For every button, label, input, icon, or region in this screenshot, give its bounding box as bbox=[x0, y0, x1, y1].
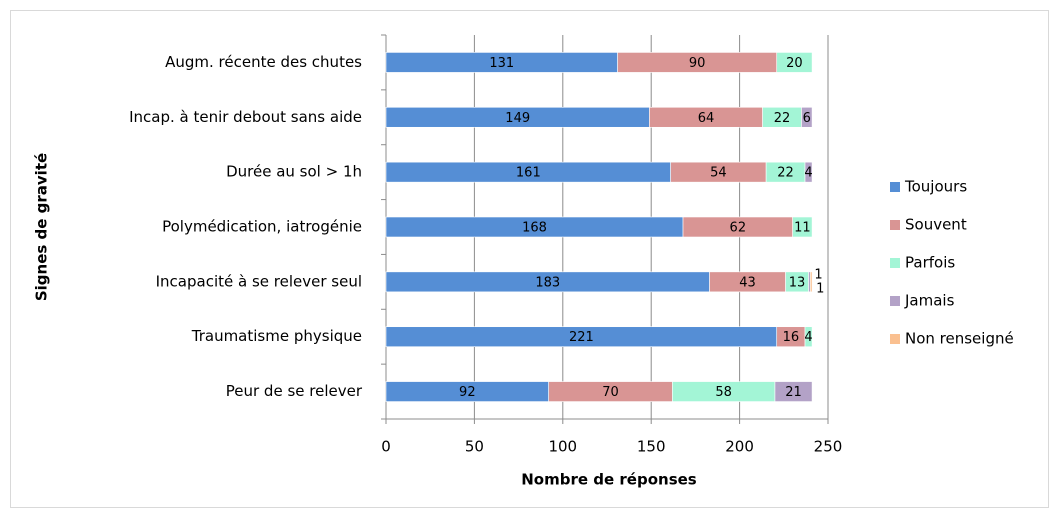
bar-segment bbox=[801, 106, 813, 128]
data-label: 16 bbox=[783, 330, 800, 345]
x-tick-label: 50 bbox=[465, 438, 484, 456]
data-label: 131 bbox=[489, 56, 514, 71]
y-tick-label: Peur de se relever bbox=[226, 382, 363, 400]
legend-swatch bbox=[890, 182, 900, 192]
bar-segment bbox=[804, 326, 813, 348]
legend-swatch bbox=[890, 220, 900, 230]
legend-swatch bbox=[890, 296, 900, 306]
data-label: 168 bbox=[522, 221, 547, 236]
x-tick-label: 250 bbox=[814, 438, 843, 456]
y-tick-label: Polymédication, iatrogénie bbox=[162, 218, 362, 236]
x-tick-label: 100 bbox=[548, 438, 577, 456]
legend-label: Parfois bbox=[905, 254, 955, 272]
bar-segment bbox=[804, 161, 813, 183]
data-label: 221 bbox=[569, 330, 594, 345]
bar-segment bbox=[774, 381, 813, 402]
x-tick-label: 0 bbox=[381, 438, 391, 456]
data-label: 20 bbox=[786, 56, 803, 71]
data-label: 22 bbox=[774, 111, 791, 126]
legend-label: Toujours bbox=[904, 178, 967, 196]
y-tick-label: Incapacité à se relever seul bbox=[156, 272, 362, 290]
y-tick-label: Incap. à tenir debout sans aide bbox=[129, 108, 362, 126]
legend-label: Souvent bbox=[905, 216, 967, 234]
bar-segment bbox=[776, 52, 813, 73]
data-label: 161 bbox=[516, 166, 541, 181]
data-label: 58 bbox=[715, 385, 732, 400]
bar-segment bbox=[792, 216, 813, 238]
data-label: 4 bbox=[804, 330, 812, 345]
x-axis-title: Nombre de réponses bbox=[521, 471, 697, 489]
data-label: 1 bbox=[814, 267, 822, 282]
data-label: 64 bbox=[698, 111, 715, 126]
x-tick-label: 150 bbox=[637, 438, 666, 456]
y-tick-label: Augm. récente des chutes bbox=[165, 53, 362, 71]
data-label: 4 bbox=[804, 166, 812, 181]
y-tick-label: Durée au sol > 1h bbox=[226, 163, 362, 181]
data-label: 54 bbox=[710, 166, 727, 181]
data-label: 11 bbox=[794, 221, 811, 236]
legend-swatch bbox=[890, 258, 900, 268]
data-label: 70 bbox=[602, 385, 619, 400]
data-label: 13 bbox=[789, 275, 806, 290]
data-label: 62 bbox=[730, 221, 747, 236]
data-label: 90 bbox=[689, 56, 706, 71]
data-label: 43 bbox=[739, 275, 756, 290]
legend-label: Non renseigné bbox=[905, 330, 1014, 348]
data-label: 92 bbox=[459, 385, 476, 400]
y-tick-label: Traumatisme physique bbox=[191, 327, 362, 345]
bar-segment bbox=[810, 271, 813, 293]
data-label: 22 bbox=[777, 166, 794, 181]
data-label: 21 bbox=[785, 385, 802, 400]
data-label: 6 bbox=[803, 111, 811, 126]
legend-swatch bbox=[890, 334, 900, 344]
legend-label: Jamais bbox=[904, 292, 955, 310]
data-label: 1 bbox=[816, 281, 824, 296]
data-label: 183 bbox=[535, 275, 560, 290]
y-axis-title: Signes de gravité bbox=[33, 153, 51, 301]
x-tick-label: 200 bbox=[725, 438, 754, 456]
chart-frame bbox=[10, 10, 1049, 508]
data-label: 149 bbox=[505, 111, 530, 126]
